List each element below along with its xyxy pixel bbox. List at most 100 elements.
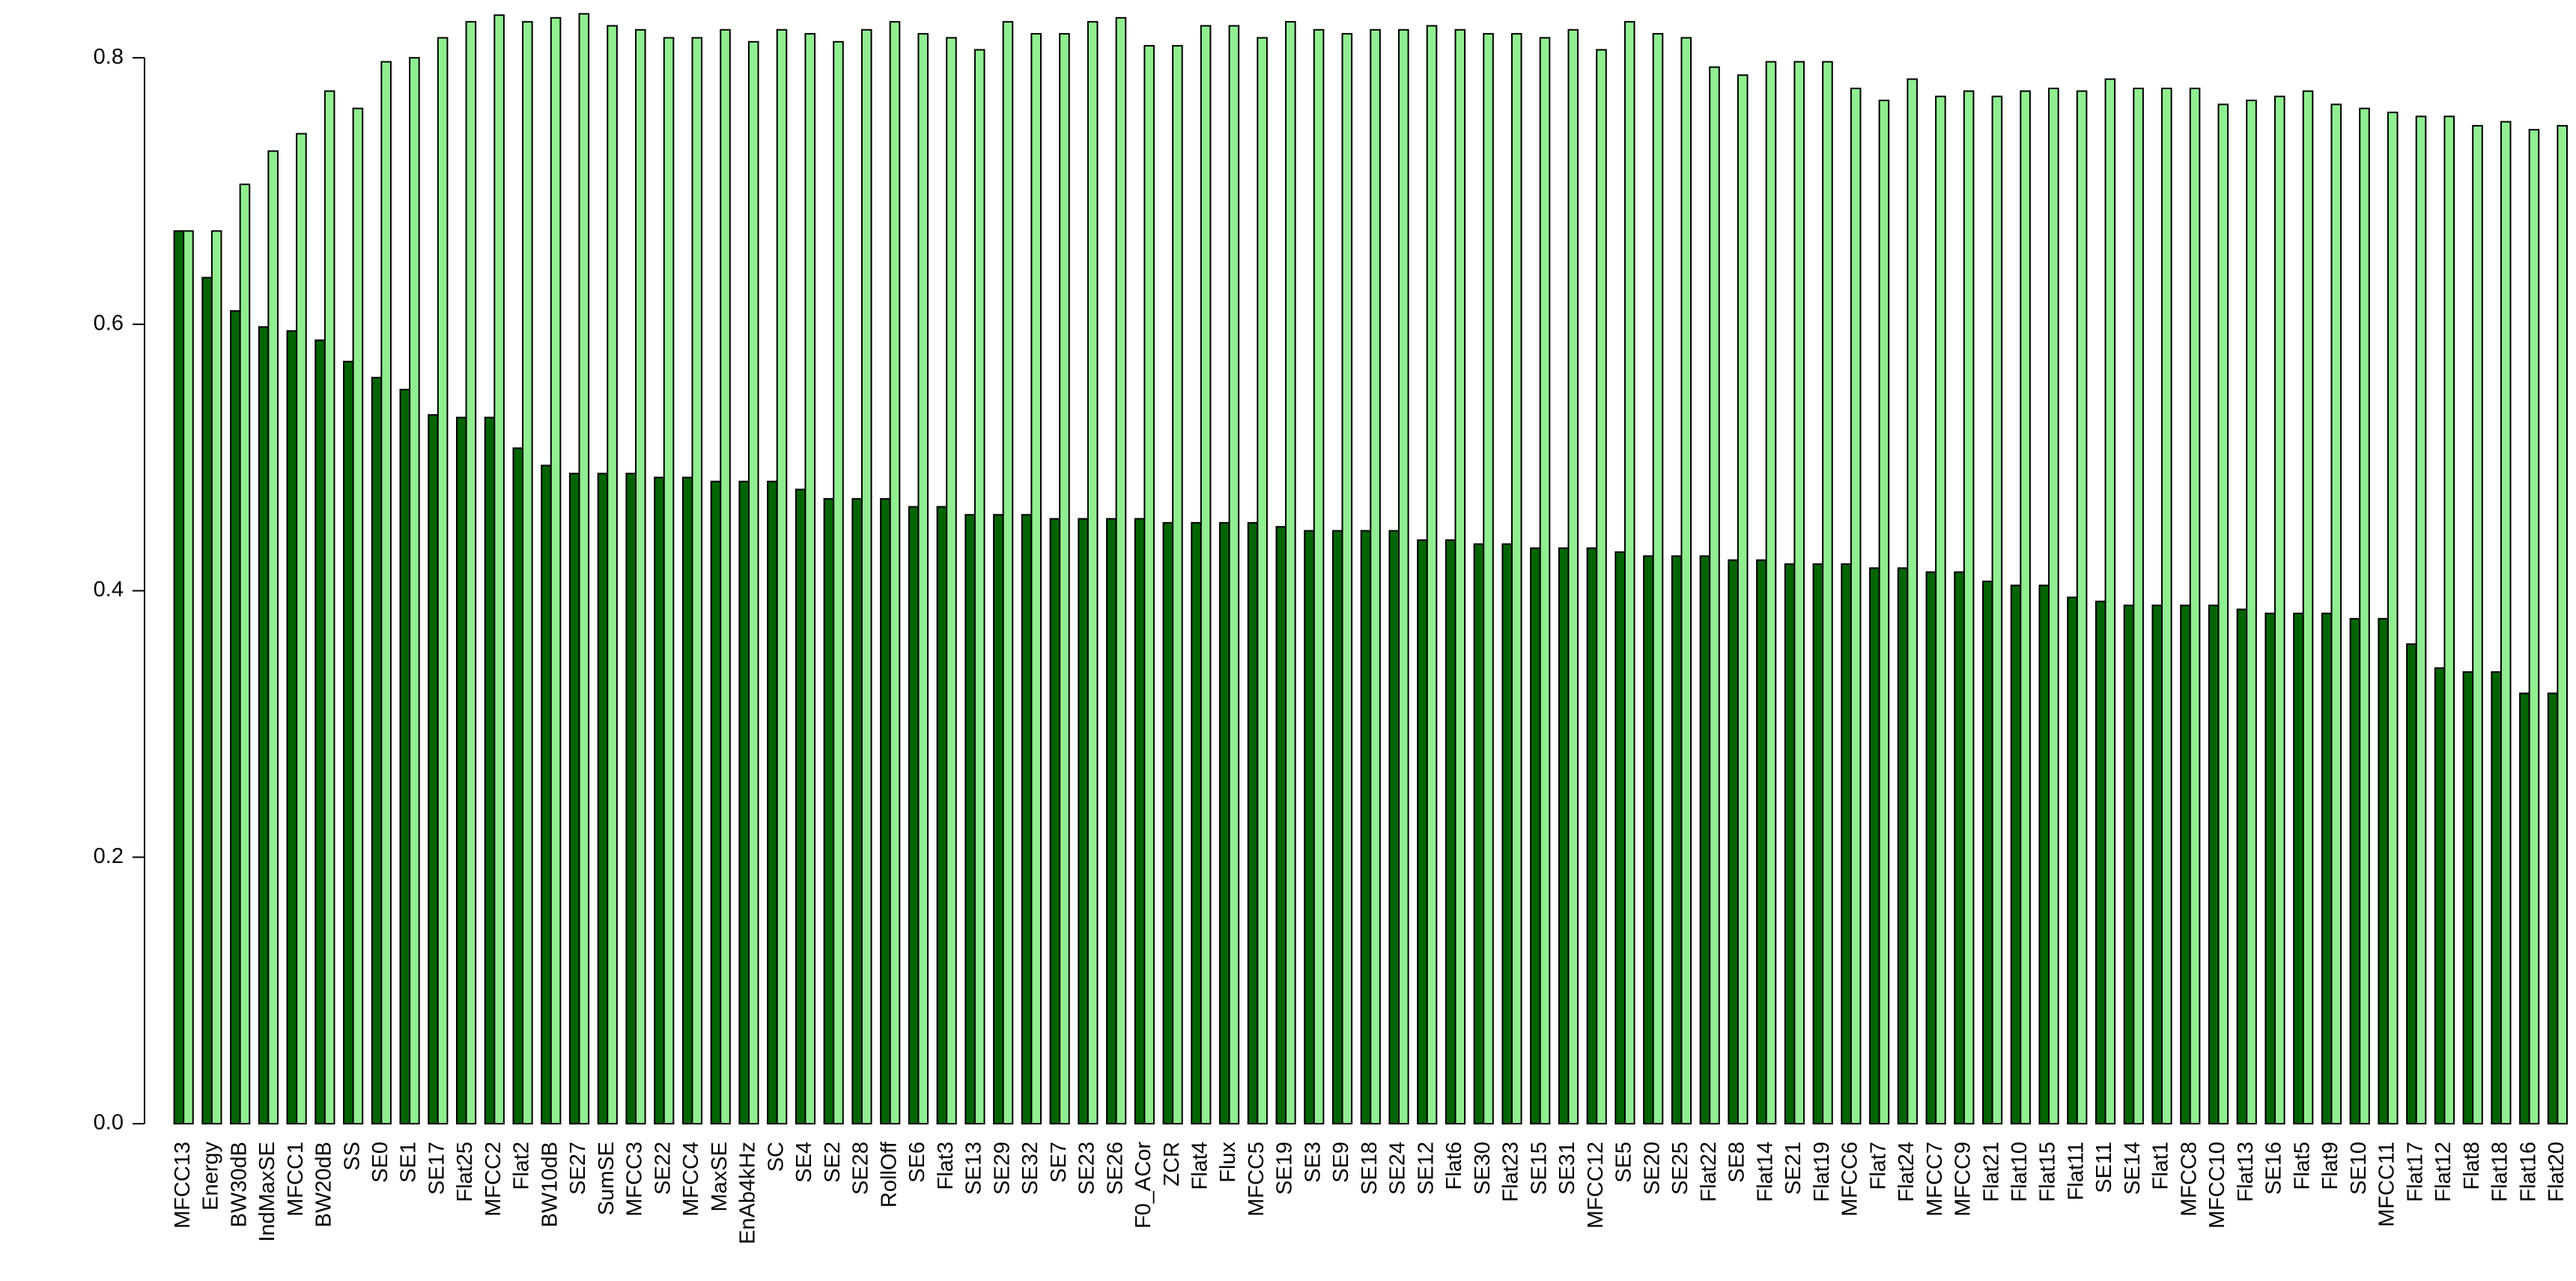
x-tick-label: SE7 [1047,1142,1071,1183]
x-tick-label: Flat24 [1895,1142,1919,1202]
x-tick-label: SE16 [2262,1142,2286,1195]
x-tick-label: SE31 [1555,1142,1579,1195]
bar [2293,612,2304,1124]
x-tick-label: MFCC10 [2205,1142,2229,1229]
bar [625,473,637,1124]
bar [1483,33,1494,1125]
bar [1398,28,1409,1125]
bar [1002,21,1014,1124]
x-tick-label: MFCC7 [1923,1142,1947,1217]
x-tick-label: Flux [1216,1142,1240,1183]
bar [2133,88,2144,1124]
bar [2302,90,2314,1124]
bar [2472,124,2483,1125]
bar [1021,514,1033,1124]
bar [512,447,524,1124]
x-tick-label: Flat20 [2545,1142,2569,1202]
bar [767,480,778,1124]
bar [2123,605,2135,1124]
bar [1172,45,1183,1124]
x-tick-label: Flat3 [934,1142,958,1190]
bar [607,25,618,1124]
bar [691,37,703,1125]
bar [833,40,844,1124]
bar [2387,112,2399,1124]
bar [1417,539,1428,1124]
x-tick-label: MFCC11 [2375,1142,2399,1227]
bar [2415,115,2427,1124]
x-tick-label: Flat22 [1697,1142,1721,1202]
bar [1784,563,1796,1124]
bar [1059,33,1070,1125]
bar [1652,33,1664,1125]
bar [1331,530,1343,1124]
x-tick-label: Flat13 [2234,1142,2258,1202]
bar [380,61,392,1125]
x-tick-label: Flat6 [1442,1142,1466,1190]
bar [965,514,976,1124]
bar [1614,551,1626,1124]
bar [2321,612,2333,1124]
bar [1285,21,1296,1124]
bar [1200,25,1212,1124]
x-tick-label: SE32 [1018,1142,1042,1195]
bar [493,14,505,1125]
x-tick-label: MFCC12 [1584,1142,1608,1229]
bar [1134,518,1146,1124]
bar [654,476,665,1124]
bar [1907,78,1918,1125]
x-tick-label: SS [340,1142,364,1171]
bar [1454,28,1466,1125]
x-tick-label: Flat9 [2318,1142,2342,1190]
bar [973,49,985,1124]
x-tick-label: MFCC1 [284,1142,308,1217]
bar [1680,37,1692,1125]
bar [635,28,646,1125]
x-tick-label: RollOff [877,1141,901,1208]
bar [681,476,693,1124]
bar [889,21,901,1124]
bar [860,28,872,1125]
x-tick-label: SE12 [1414,1142,1438,1195]
x-tick-label: SE24 [1386,1142,1410,1195]
y-tick-label: 0.0 [94,1111,124,1135]
bar [795,488,806,1124]
x-tick-label: SE4 [792,1142,816,1183]
x-tick-label: Flat11 [2064,1142,2088,1200]
bar [720,28,731,1125]
x-tick-label: MFCC13 [171,1142,195,1229]
x-tick-label: Flat1 [2149,1142,2173,1190]
bar [1737,74,1749,1124]
x-tick-label: SE26 [1103,1142,1127,1195]
x-tick-label: MFCC5 [1245,1142,1269,1217]
bar [2038,584,2050,1124]
bar [428,414,439,1124]
bar [2246,100,2257,1125]
x-tick-label: Flat14 [1753,1142,1777,1202]
bar [1313,28,1325,1125]
bar [2217,103,2229,1125]
bar [371,377,383,1124]
x-tick-label: Flat10 [2008,1142,2032,1202]
bar [1793,61,1805,1125]
x-tick-label: MFCC4 [679,1142,703,1217]
x-tick-label: SE0 [368,1142,392,1183]
x-tick-label: SE17 [425,1142,449,1195]
bar [917,33,929,1125]
x-tick-label: ZCR [1160,1142,1184,1187]
bar [258,326,270,1124]
x-tick-label: SumSE [595,1142,619,1215]
bar [880,497,891,1124]
x-tick-label: SE22 [651,1142,675,1195]
bar [2151,605,2163,1124]
bar [286,330,298,1124]
x-tick-label: Flat8 [2460,1142,2484,1190]
bar [1954,571,1965,1124]
bar [993,514,1004,1124]
bar [1728,559,1739,1124]
bar [1878,100,1890,1125]
y-tick-label: 0.8 [94,45,124,69]
bar [1822,61,1833,1125]
bar [1530,547,1541,1124]
